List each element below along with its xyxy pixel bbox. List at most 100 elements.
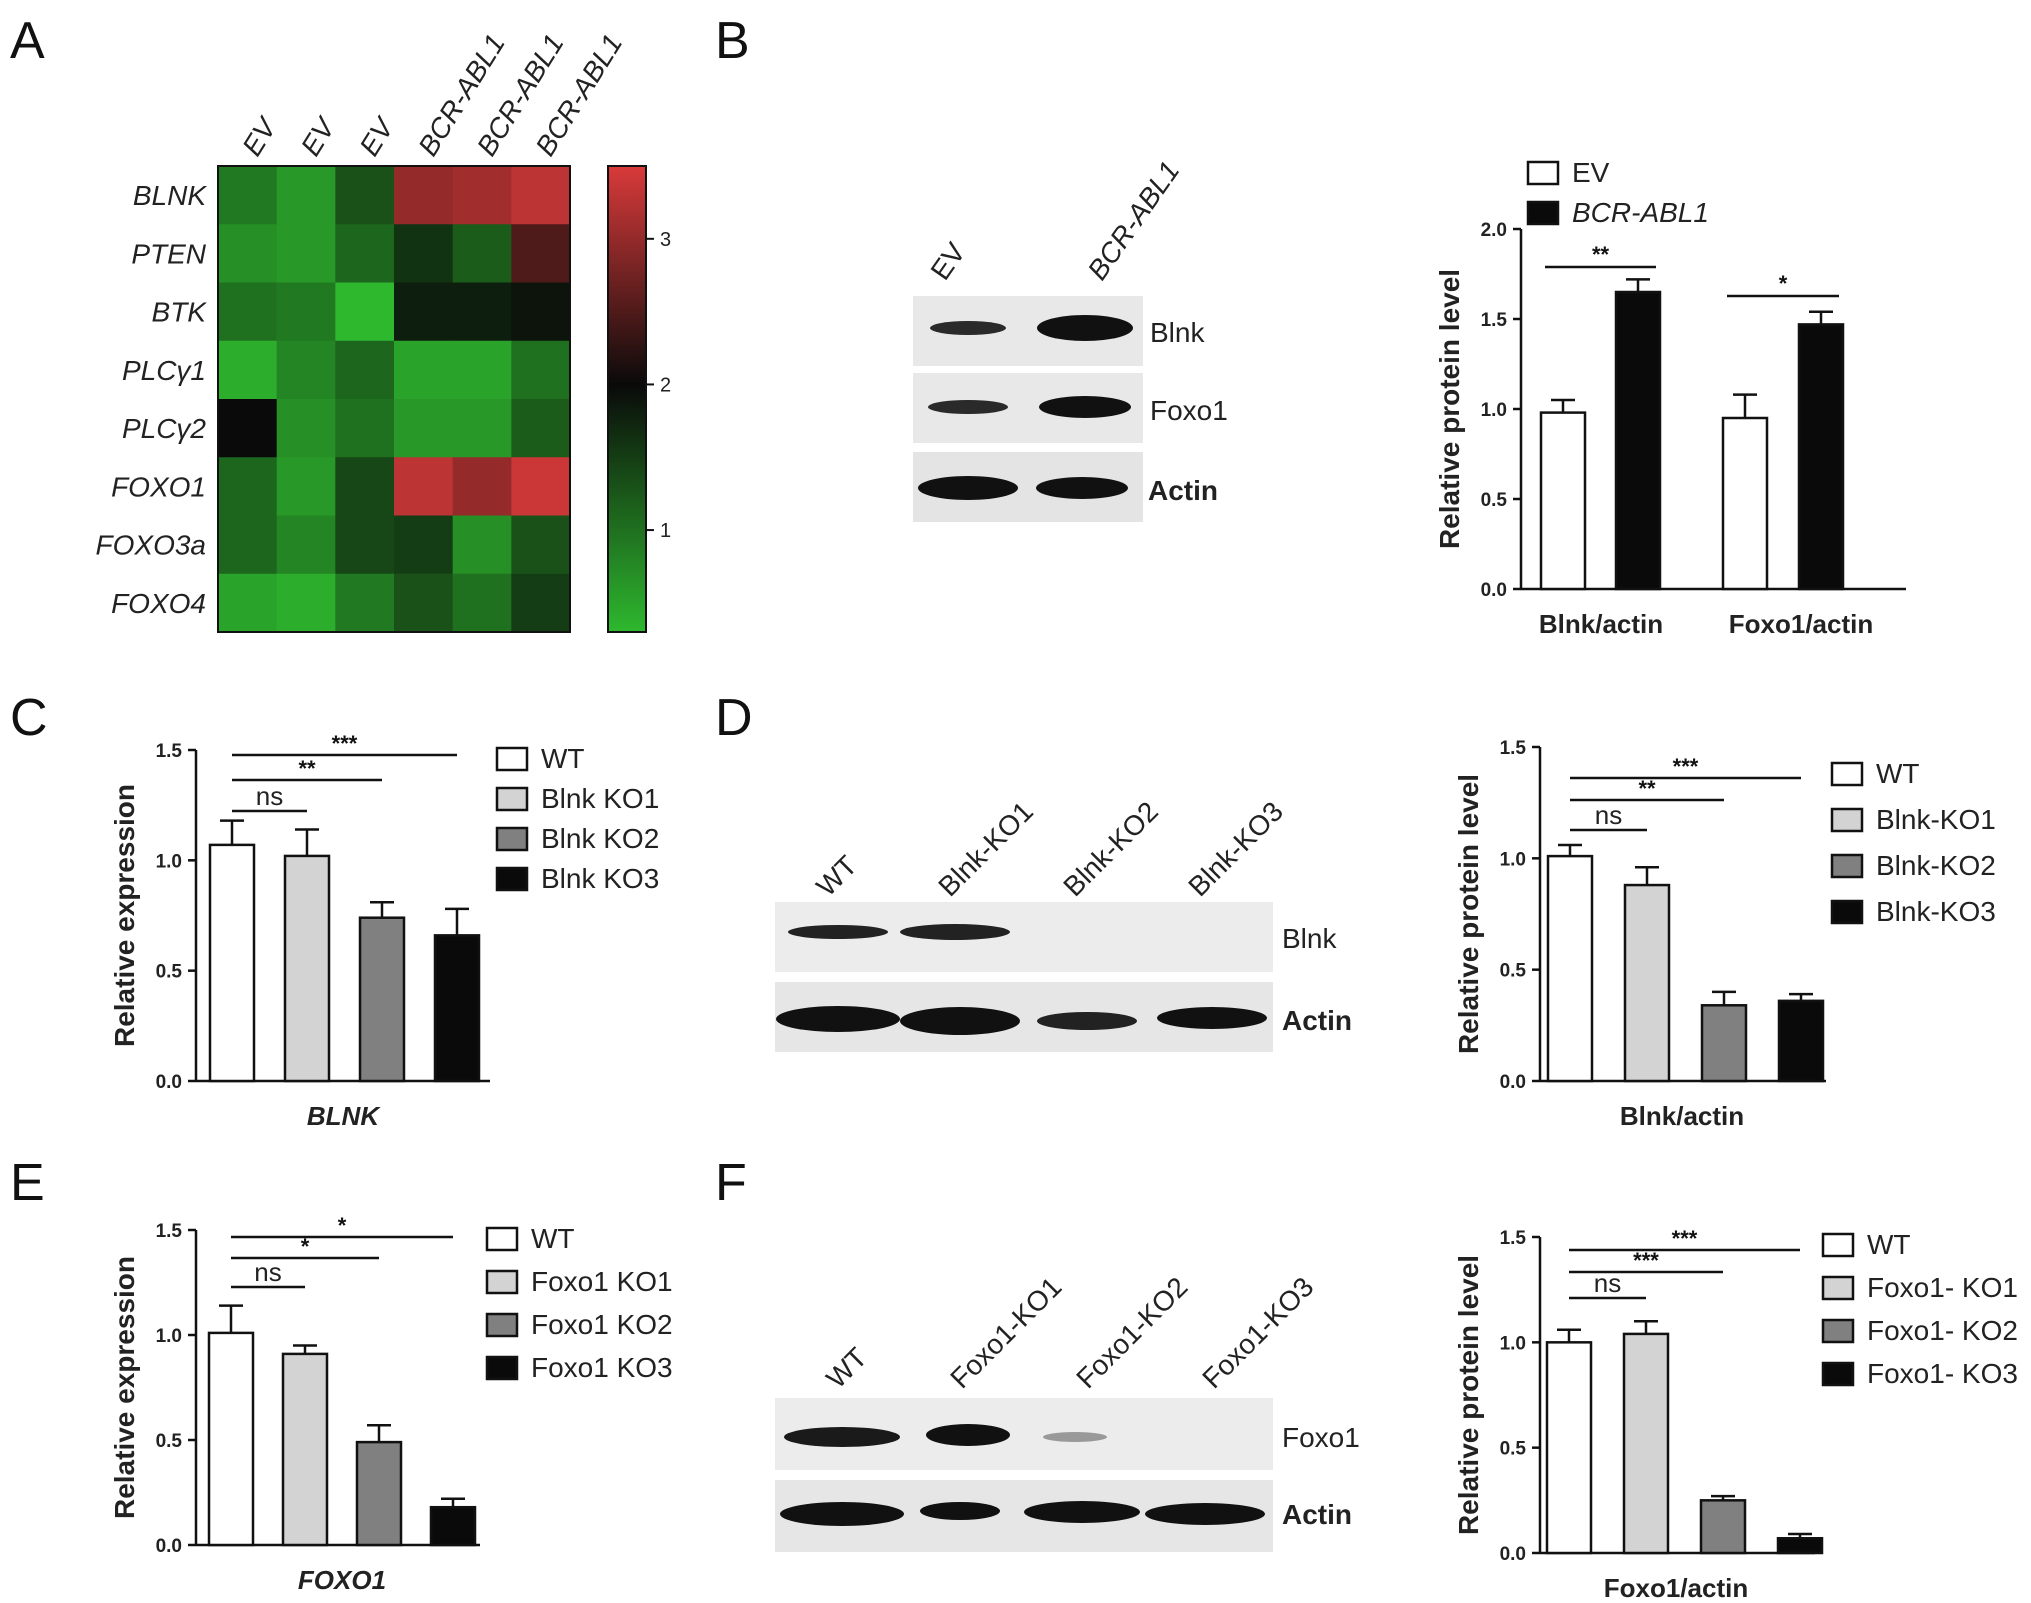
heatmap-cell	[218, 457, 278, 516]
heatmap-cell	[452, 573, 512, 633]
significance-label: ***	[1673, 754, 1699, 779]
y-tick-label: 0.0	[156, 1072, 182, 1093]
blot-f-band-foxo1-ko1	[926, 1424, 1010, 1446]
panel-label-f: F	[715, 1154, 747, 1212]
y-axis-label: Relative expression	[109, 1256, 140, 1519]
bar	[1545, 1341, 1593, 1555]
blot-f-band-actin-ko1	[920, 1502, 1000, 1520]
blot-b-lane-ev: EV	[925, 237, 972, 286]
legend-swatch	[1821, 1361, 1855, 1387]
heatmap-row-label: BTK	[152, 297, 208, 328]
panel-d-bar-chart: 0.0 0.5 1.0 1.5 Relative protein level Blnk/a…	[1453, 738, 1996, 1131]
y-tick-label: 0.0	[1481, 580, 1507, 601]
blot-d-lane-wt: WT	[810, 850, 863, 903]
heatmap-column-label: EV	[236, 111, 283, 161]
heatmap-row-label: FOXO1	[111, 471, 206, 502]
y-axis-label: Relative expression	[109, 784, 140, 1047]
panel-f-bar-chart: 0.0 0.5 1.0 1.5 Relative protein level Foxo1/…	[1453, 1226, 2018, 1603]
legend-label: Foxo1- KO2	[1867, 1315, 2018, 1346]
legend-swatch	[485, 1269, 519, 1295]
legend-label: EV	[1572, 157, 1610, 188]
heatmap-cell	[276, 399, 336, 458]
heatmap-cell	[394, 457, 454, 516]
legend-label: WT	[531, 1223, 575, 1254]
blot-d-lane-ko1: Blnk-KO1	[932, 796, 1039, 903]
heatmap-cell	[452, 166, 512, 225]
significance-label: **	[1592, 242, 1610, 267]
blot-b-band-blnk-ev	[930, 321, 1006, 335]
heatmap-cell	[335, 457, 395, 516]
significance-label: *	[1779, 271, 1788, 296]
heatmap-cell	[335, 515, 395, 575]
legend-swatch	[1830, 761, 1864, 787]
panel-f-blot: WT Foxo1-KO1 Foxo1-KO2 Foxo1-KO3 Foxo1 A…	[775, 1271, 1360, 1552]
heatmap-cell	[335, 340, 395, 400]
blot-b-band-label-foxo1: Foxo1	[1150, 395, 1228, 426]
significance-label: ns	[1595, 800, 1622, 830]
bar	[281, 1352, 329, 1547]
heatmap-column-label: EV	[295, 111, 342, 161]
legend-swatch	[1821, 1232, 1855, 1258]
panel-label-e: E	[10, 1154, 45, 1212]
heatmap-cell	[335, 573, 395, 633]
colorbar-tick-label: 3	[660, 229, 671, 251]
blot-b-lane-bcr: BCR-ABL1	[1082, 155, 1186, 285]
heatmap-cell	[218, 399, 278, 458]
heatmap-cell	[276, 224, 336, 283]
heatmap-cell	[335, 282, 395, 342]
heatmap-cell	[511, 282, 571, 342]
heatmap-cell	[276, 457, 336, 516]
heatmap-row-label: BLNK	[133, 180, 207, 211]
heatmap-cell	[335, 399, 395, 458]
bar	[1721, 416, 1769, 591]
significance-label: ns	[254, 1257, 281, 1287]
heatmap-row-label: PTEN	[131, 238, 206, 269]
panel-b-bar-chart: 0.0 0.5 1.0 1.5 2.0 Relative protein level Bln…	[1434, 157, 1906, 639]
heatmap-cell	[452, 457, 512, 516]
legend-label: Blnk-KO3	[1876, 896, 1996, 927]
blot-d-band-actin-ko3	[1157, 1007, 1267, 1029]
y-tick-label: 1.5	[1481, 310, 1508, 331]
legend-label: Blnk KO3	[541, 863, 659, 894]
heatmap-cell	[276, 166, 336, 225]
blot-f-band-foxo1-ko2	[1043, 1432, 1107, 1442]
y-axis-label: Relative protein level	[1434, 269, 1465, 549]
heatmap-cells	[218, 166, 571, 633]
legend-label: Foxo1 KO3	[531, 1352, 673, 1383]
blot-d-band-label-actin: Actin	[1282, 1005, 1352, 1036]
blot-b-band-actin-bcr	[1036, 477, 1128, 499]
heatmap-cell	[511, 573, 571, 633]
x-category-label: Foxo1/actin	[1729, 609, 1873, 639]
heatmap-cell	[452, 282, 512, 342]
colorbar-tick-label: 1	[660, 520, 671, 542]
legend-label: WT	[1876, 758, 1920, 789]
blot-b-band-blnk-bcr	[1037, 315, 1133, 341]
heatmap-cell	[511, 515, 571, 575]
legend-label: WT	[541, 743, 585, 774]
blot-d-lane-ko2: Blnk-KO2	[1057, 796, 1164, 903]
legend-label: Blnk-KO2	[1876, 850, 1996, 881]
heatmap-cell	[276, 340, 336, 400]
legend-swatch	[1526, 160, 1560, 186]
heatmap-cell	[452, 224, 512, 283]
y-tick-label: 2.0	[1481, 220, 1507, 241]
blot-f-lane-wt: WT	[820, 1342, 873, 1395]
heatmap-cell	[276, 515, 336, 575]
panel-label-a: A	[10, 12, 45, 70]
heatmap-cell	[511, 224, 571, 283]
heatmap-cell	[276, 282, 336, 342]
heatmap-cell	[452, 340, 512, 400]
significance-label: **	[1638, 776, 1656, 801]
blot-b-band-label-blnk: Blnk	[1150, 317, 1205, 348]
bar	[1539, 411, 1587, 591]
blot-f-band-actin-ko3	[1145, 1503, 1265, 1525]
blot-d-band-label-blnk: Blnk	[1282, 923, 1337, 954]
blot-d-band-blnk-ko1	[900, 924, 1010, 940]
bar	[1623, 883, 1671, 1083]
blot-f-lane-ko3: Foxo1-KO3	[1196, 1271, 1319, 1394]
blot-b-band-actin-ev	[918, 476, 1018, 500]
y-tick-label: 1.5	[156, 1221, 183, 1242]
panel-d-blot: WT Blnk-KO1 Blnk-KO2 Blnk-KO3 Blnk Actin	[775, 796, 1352, 1052]
